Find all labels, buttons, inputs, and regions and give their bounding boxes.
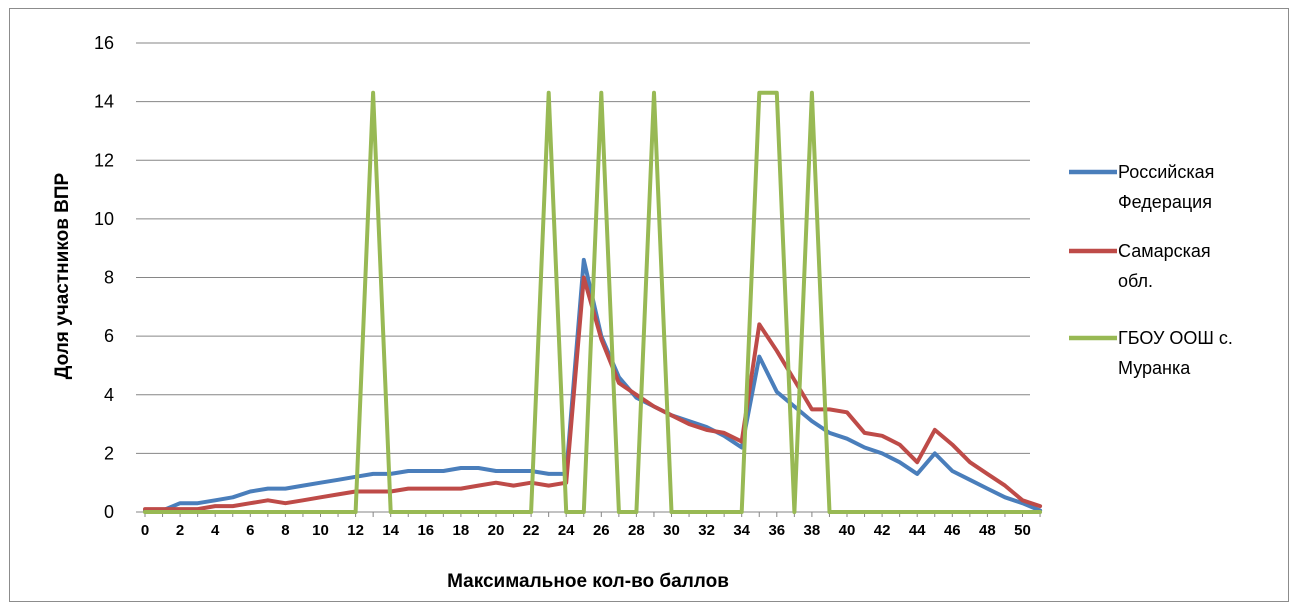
x-tick-label: 22: [523, 522, 540, 539]
legend-label-line2: обл.: [1118, 271, 1153, 291]
y-tick-label: 6: [104, 326, 114, 346]
x-tick-label: 8: [281, 522, 289, 539]
y-tick-label: 10: [94, 209, 114, 229]
x-tick-label: 48: [979, 522, 996, 539]
x-tick-label: 10: [312, 522, 329, 539]
y-tick-label: 2: [104, 443, 114, 463]
x-tick-label: 36: [768, 522, 785, 539]
legend-label-line1: ГБОУ ООШ с.: [1118, 328, 1233, 348]
x-tick-label: 6: [246, 522, 254, 539]
chart-frame: [9, 8, 1289, 602]
y-tick-label: 16: [94, 33, 114, 53]
x-tick-label: 34: [733, 522, 750, 539]
x-tick-label: 12: [347, 522, 364, 539]
x-tick-label: 16: [417, 522, 434, 539]
x-tick-label: 50: [1014, 522, 1031, 539]
x-tick-label: 20: [488, 522, 505, 539]
x-axis-title: Максимальное кол-во баллов: [447, 571, 729, 592]
x-tick-label: 0: [141, 522, 149, 539]
legend-item-school-muranka: ГБОУ ООШ с. Муранка: [1069, 328, 1233, 378]
x-tick-label: 40: [839, 522, 856, 539]
legend: Российская Федерация Самарская обл. ГБОУ…: [1069, 162, 1233, 378]
y-axis-title: Доля участников ВПР: [52, 172, 73, 379]
legend-label-line1: Самарская: [1118, 241, 1211, 261]
legend-label-line2: Федерация: [1118, 192, 1212, 212]
x-tick-label: 26: [593, 522, 610, 539]
x-tick-label: 30: [663, 522, 680, 539]
y-axis-ticks: 0 2 4 6 8 10 12 14 16: [94, 33, 114, 522]
x-tick-label: 24: [558, 522, 575, 539]
y-tick-label: 12: [94, 150, 114, 170]
x-tick-label: 18: [453, 522, 470, 539]
legend-item-russian-federation: Российская Федерация: [1069, 162, 1214, 212]
x-tick-label: 14: [382, 522, 399, 539]
x-tick-label: 46: [944, 522, 961, 539]
series-lines: [143, 90, 1043, 514]
y-tick-label: 14: [94, 92, 114, 112]
x-tick-label: 4: [211, 522, 220, 539]
x-axis: 0 2 4 6 8 10 12 14 16 18 20 22 24 26 28 30 32 34 36 38 40 42 4…: [136, 511, 1041, 539]
legend-label-line1: Российская: [1118, 162, 1214, 182]
x-tick-label: 28: [628, 522, 645, 539]
y-tick-label: 4: [104, 385, 114, 405]
x-tick-label: 38: [804, 522, 821, 539]
series-line-2: [143, 90, 1043, 514]
x-tick-label: 2: [176, 522, 184, 539]
x-tick-label: 42: [874, 522, 891, 539]
x-tick-label: 32: [698, 522, 715, 539]
y-tick-label: 0: [104, 502, 114, 522]
x-tick-label: 44: [909, 522, 926, 539]
y-tick-label: 8: [104, 268, 114, 288]
legend-item-samara-region: Самарская обл.: [1069, 241, 1211, 291]
legend-label-line2: Муранка: [1118, 358, 1191, 378]
